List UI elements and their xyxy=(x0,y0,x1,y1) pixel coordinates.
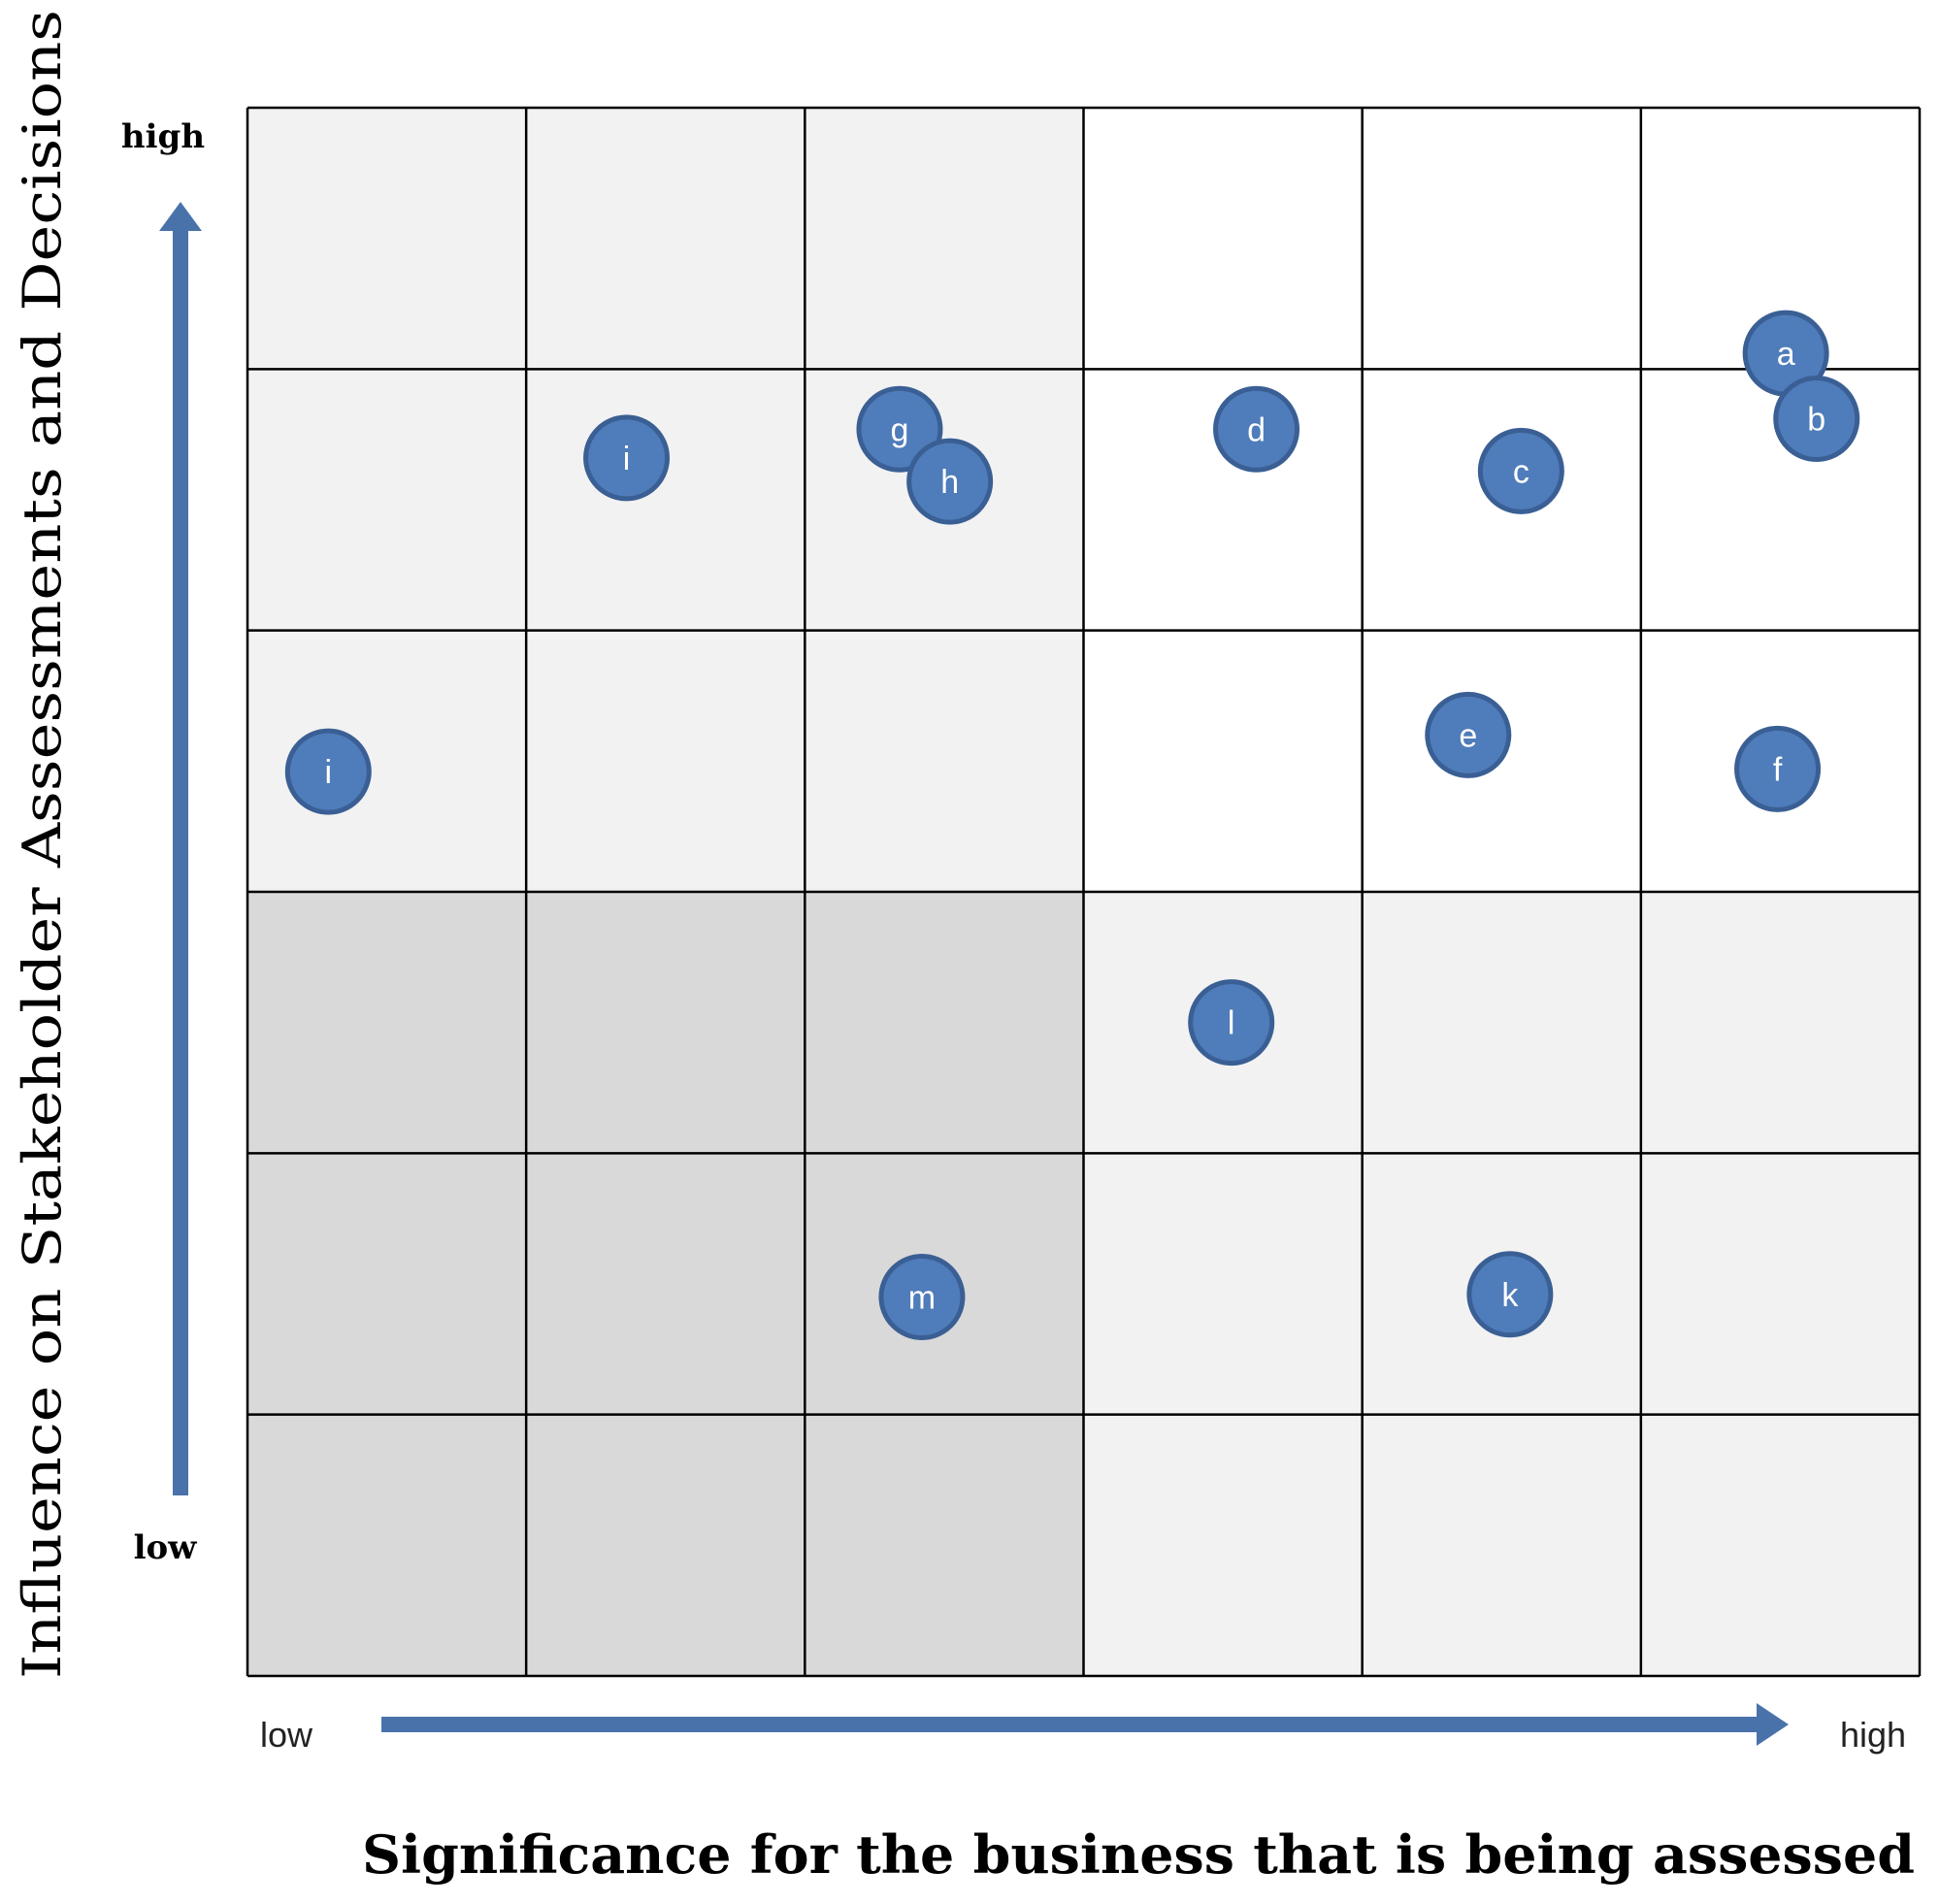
data-point-label: i xyxy=(324,754,332,791)
data-point-label: a xyxy=(1777,336,1795,373)
grid-cell xyxy=(1362,892,1641,1154)
data-point-marker xyxy=(1477,427,1564,514)
data-point-b: b xyxy=(1773,376,1860,463)
data-point-marker xyxy=(878,1253,966,1340)
data-point-label: h xyxy=(940,464,959,501)
data-point-marker xyxy=(906,438,994,525)
data-point-d: d xyxy=(1213,385,1300,473)
grid-cell xyxy=(526,369,806,631)
x-axis-title: Significance for the business that is be… xyxy=(362,1823,1915,1886)
grid-cell xyxy=(247,1153,527,1415)
data-point-marker xyxy=(583,414,671,502)
grid-cell xyxy=(247,369,527,631)
y-axis-low-label: low xyxy=(134,1528,198,1567)
y-axis-arrow xyxy=(159,202,202,1495)
data-point-marker xyxy=(856,385,943,473)
data-point-c: c xyxy=(1477,427,1564,514)
grid-cell xyxy=(1362,108,1641,370)
grid-cell xyxy=(805,892,1084,1154)
data-point-marker xyxy=(1773,376,1860,463)
grid-cell xyxy=(1083,108,1363,370)
grid-cell xyxy=(247,1414,527,1676)
x-axis-low-label: low xyxy=(260,1715,313,1755)
grid-cell xyxy=(526,1414,806,1676)
grid-cell xyxy=(1083,1414,1363,1676)
grid-cell xyxy=(1362,1414,1641,1676)
grid-cell xyxy=(526,892,806,1154)
data-point-f: f xyxy=(1734,725,1822,812)
data-point-label: l xyxy=(1228,1005,1235,1042)
data-point-g: g xyxy=(856,385,943,473)
grid-cell xyxy=(526,108,806,370)
grid-cell xyxy=(526,1153,806,1415)
data-point-marker xyxy=(1734,725,1822,812)
data-points: ab c d e f gh i i l m k xyxy=(284,310,1860,1340)
data-point-label: c xyxy=(1513,453,1529,490)
grid-cell xyxy=(1640,1414,1920,1676)
data-point-label: i xyxy=(623,441,631,477)
grid-cell xyxy=(1640,892,1920,1154)
data-point-e: e xyxy=(1425,691,1512,778)
grid-cell xyxy=(1083,1153,1363,1415)
data-point-marker xyxy=(1188,979,1275,1067)
data-point-label: d xyxy=(1247,411,1266,448)
grid-cell xyxy=(526,630,806,892)
data-point-label: k xyxy=(1501,1277,1519,1314)
data-point-marker xyxy=(1213,385,1300,473)
data-point-m: m xyxy=(878,1253,966,1340)
data-point-marker xyxy=(1425,691,1512,778)
data-point-label: e xyxy=(1459,717,1477,754)
data-point-label: m xyxy=(908,1279,936,1316)
grid-cell xyxy=(247,892,527,1154)
data-point-i: i xyxy=(284,728,372,815)
grid-cell xyxy=(805,108,1084,370)
x-axis-arrow xyxy=(381,1703,1789,1746)
data-point-l: l xyxy=(1188,979,1275,1067)
grid-cell xyxy=(805,1414,1084,1676)
grid-cell xyxy=(247,108,527,370)
x-axis-high-label: high xyxy=(1840,1715,1906,1755)
data-point-label: g xyxy=(891,411,909,448)
data-point-i: i xyxy=(583,414,671,502)
data-point-marker xyxy=(284,728,372,815)
data-point-marker xyxy=(1466,1251,1554,1338)
grid-cell xyxy=(1640,1153,1920,1415)
grid-cells xyxy=(247,108,1920,1676)
data-point-label: b xyxy=(1807,402,1825,439)
data-point-h: h xyxy=(906,438,994,525)
grid-cell xyxy=(805,630,1084,892)
grid-cell xyxy=(1083,630,1363,892)
data-point-k: k xyxy=(1466,1251,1554,1338)
data-point-label: f xyxy=(1773,751,1783,788)
y-axis-title: Influence on Stakeholder Assessments and… xyxy=(12,10,73,1679)
grid-lines xyxy=(246,106,1922,1678)
y-axis-high-label: high xyxy=(121,117,205,156)
